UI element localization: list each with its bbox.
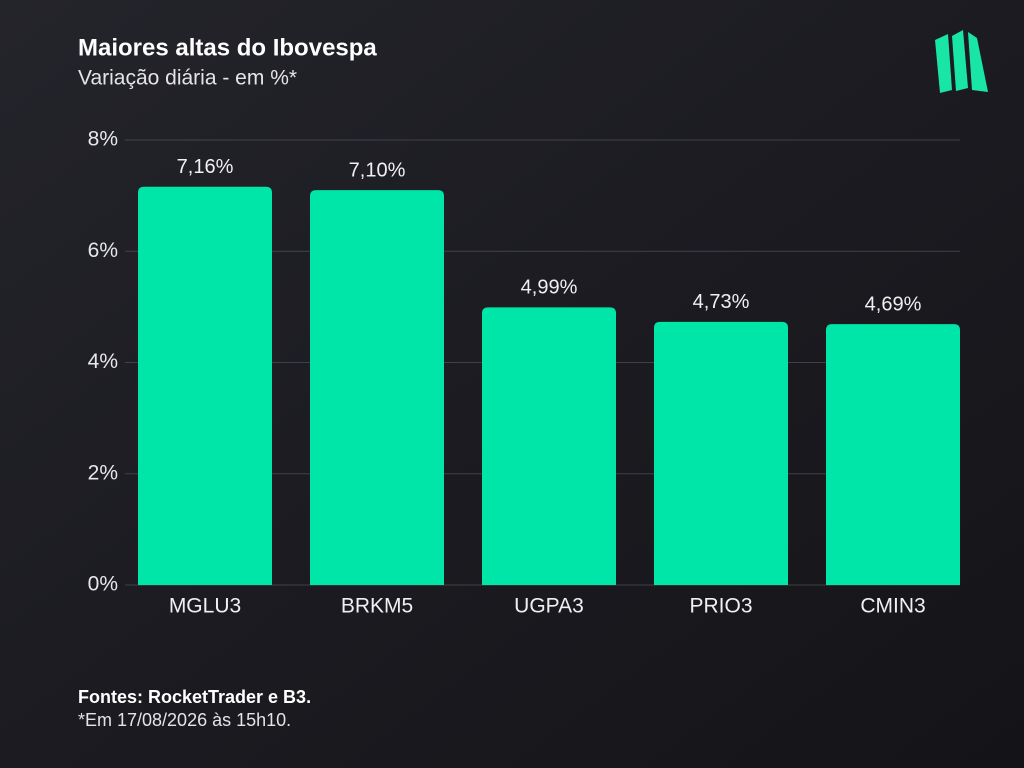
y-tick-label: 2% (88, 461, 118, 484)
chart-title: Maiores altas do Ibovespa (78, 34, 377, 61)
data-label: 7,16% (177, 156, 234, 178)
logo (935, 30, 988, 93)
plot-area: 0% 2% 4% 6% 8% 7,16% MGLU3 7,10% BRKM5 4,99% UGPA3… (88, 128, 960, 618)
bar (138, 186, 272, 585)
x-tick-label: CMIN3 (860, 595, 925, 618)
source: Fontes: RocketTrader e B3. (78, 687, 311, 707)
x-tick-label: BRKM5 (341, 595, 413, 618)
y-tick-label: 4% (88, 350, 118, 373)
y-tick-label: 8% (88, 128, 118, 151)
bar (654, 321, 788, 585)
data-label: 4,99% (521, 277, 578, 299)
bar (826, 324, 960, 585)
x-tick-label: PRIO3 (689, 595, 752, 618)
x-tick-label: UGPA3 (514, 595, 584, 618)
data-label: 7,10% (349, 159, 406, 181)
y-tick-label: 6% (88, 239, 118, 262)
note: *Em 17/08/2026 às 15h10. (78, 710, 291, 730)
data-label: 4,69% (865, 293, 922, 315)
x-tick-label: MGLU3 (169, 595, 241, 618)
chart-subtitle: Variação diária - em %* (78, 67, 297, 90)
data-label: 4,73% (693, 291, 750, 313)
bar (482, 307, 616, 585)
y-tick-label: 0% (88, 573, 118, 596)
bar (310, 190, 444, 585)
